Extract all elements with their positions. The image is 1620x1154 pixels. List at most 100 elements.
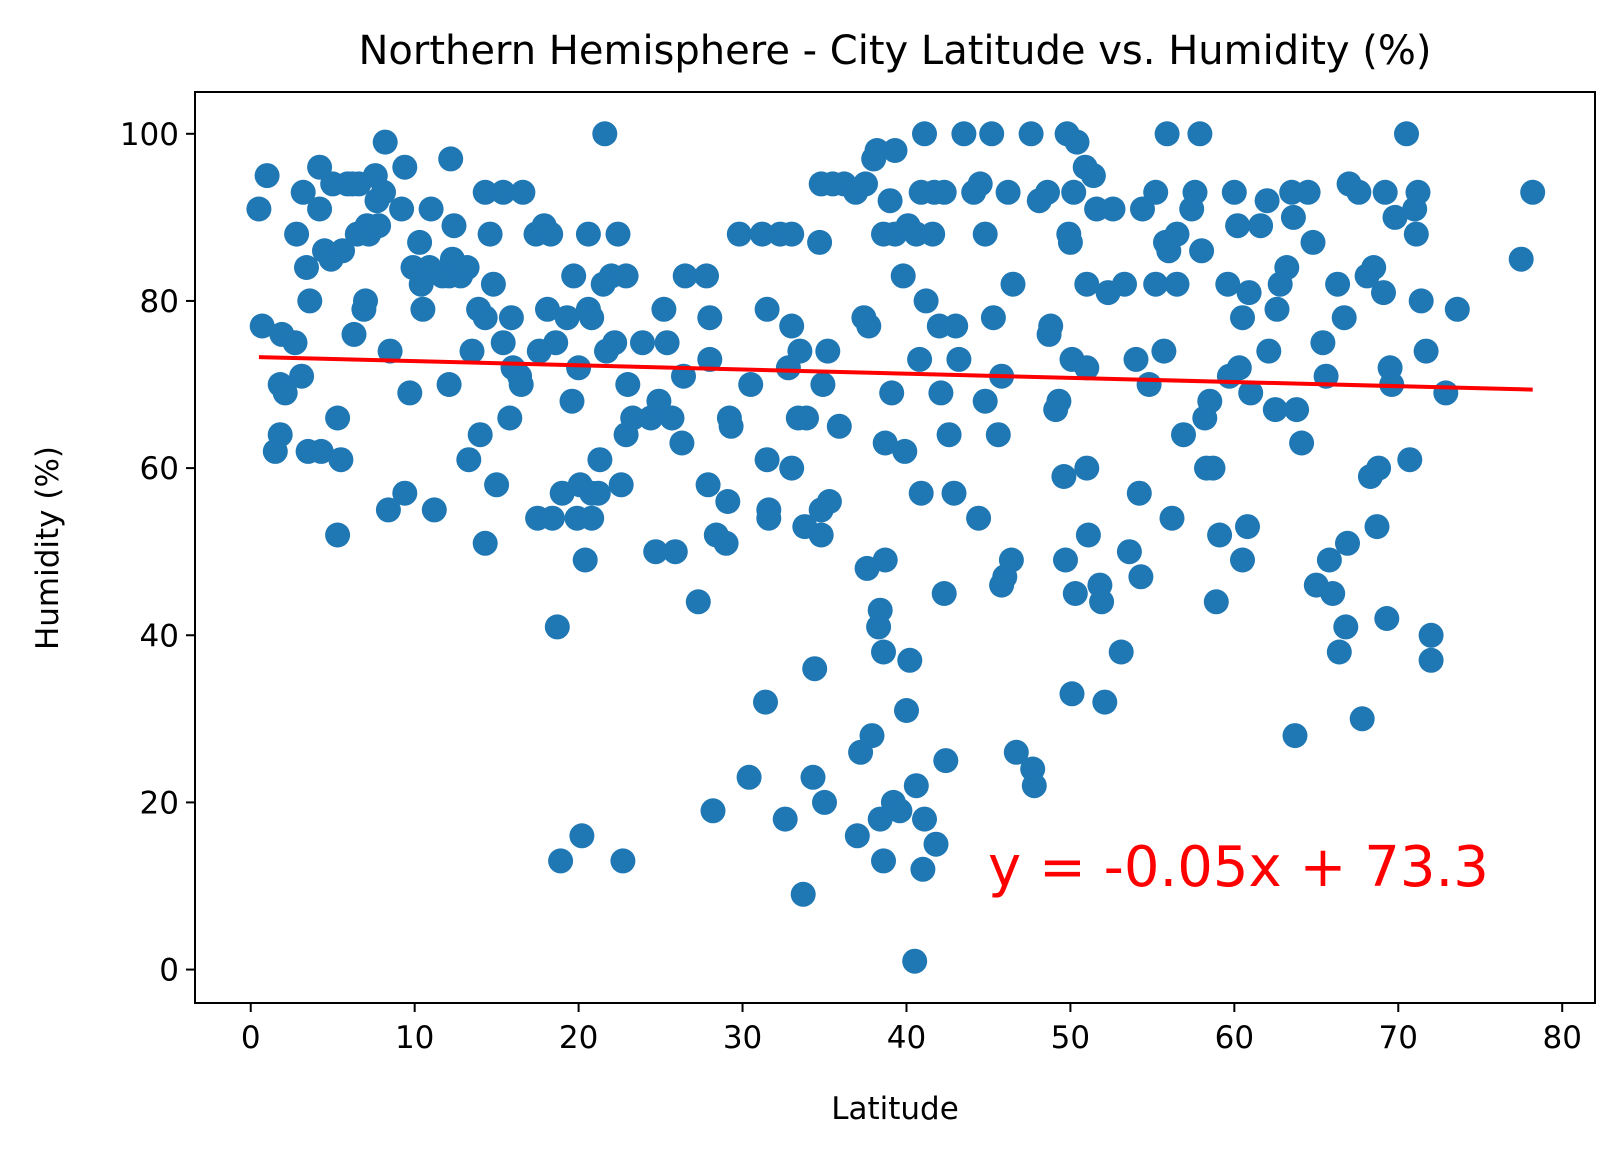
data-point-91 [561,263,587,289]
data-point-215 [931,581,957,606]
data-point-51 [421,497,447,523]
data-point-260 [1074,455,1100,481]
data-point-199 [897,647,923,673]
data-point-242 [1035,179,1060,205]
data-point-195 [890,263,916,289]
data-point-244 [1038,313,1064,339]
data-point-14 [297,288,323,314]
data-point-116 [630,330,655,356]
y-tick-label-20: 20 [140,785,179,821]
data-point-209 [913,288,939,314]
data-point-275 [1130,196,1155,222]
data-point-262 [1080,163,1106,189]
data-point-111 [610,848,636,874]
data-point-317 [1284,397,1310,423]
data-point-284 [1164,271,1190,297]
data-point-127 [685,589,711,615]
data-point-208 [912,806,937,832]
data-point-322 [1310,330,1336,356]
data-point-345 [1394,121,1419,147]
data-point-180 [864,138,890,163]
data-point-55 [438,146,464,172]
data-point-226 [972,388,998,414]
data-point-293 [1197,388,1223,414]
data-point-144 [754,447,780,473]
data-point-212 [923,831,949,857]
data-point-27 [341,321,367,347]
data-point-350 [1408,288,1434,314]
data-point-114 [615,372,641,397]
data-point-69 [484,472,510,498]
data-point-351 [1413,338,1439,364]
y-tick-label-100: 100 [120,117,179,153]
data-point-304 [1235,514,1260,540]
data-point-46 [407,229,433,255]
data-point-73 [498,305,524,331]
data-point-309 [1256,338,1282,364]
data-point-24 [330,238,355,264]
data-point-354 [1433,380,1459,406]
data-point-357 [1520,179,1546,205]
data-point-236 [1000,271,1026,297]
data-point-57 [441,213,467,239]
data-point-319 [1295,179,1321,205]
data-point-141 [749,221,775,247]
data-point-143 [754,296,780,322]
data-point-162 [808,522,834,548]
x-tick-label-80: 80 [1542,1020,1581,1056]
data-point-50 [418,196,444,222]
data-point-48 [410,296,436,322]
data-point-71 [490,330,516,356]
data-point-65 [472,179,498,205]
data-point-338 [1366,455,1392,481]
data-point-128 [694,263,719,289]
data-point-333 [1349,706,1375,732]
data-point-327 [1326,639,1352,665]
data-point-329 [1333,614,1359,640]
data-point-86 [544,614,570,640]
data-point-310 [1262,397,1288,423]
data-point-253 [1059,681,1085,707]
data-point-339 [1371,280,1396,306]
data-point-134 [713,530,739,556]
data-point-105 [592,121,618,147]
data-point-210 [920,221,946,247]
data-point-307 [1248,213,1274,239]
data-point-337 [1364,514,1390,540]
data-point-140 [738,372,764,397]
data-point-207 [912,121,937,147]
data-point-177 [856,313,882,339]
y-tick-label-80: 80 [140,284,179,320]
data-point-290 [1189,238,1215,264]
data-point-93 [566,355,592,381]
data-point-279 [1151,338,1177,364]
data-point-247 [1051,464,1077,489]
data-point-286 [1171,422,1196,448]
data-point-9 [284,221,310,247]
data-point-353 [1418,647,1444,673]
data-point-183 [867,806,893,832]
y-axis-label: Humidity (%) [30,446,66,650]
chart-title: Northern Hemisphere - City Latitude vs. … [359,28,1432,74]
data-point-296 [1207,522,1233,548]
data-point-324 [1316,547,1342,573]
data-point-61 [459,338,485,364]
data-point-240 [1021,773,1047,799]
x-tick-label-10: 10 [395,1020,434,1056]
data-point-246 [1046,388,1072,414]
data-point-344 [1382,204,1408,230]
data-point-90 [559,388,585,414]
data-point-43 [392,154,418,180]
data-point-124 [669,430,695,456]
data-point-197 [894,698,919,723]
data-point-164 [810,372,836,397]
data-point-15 [307,196,333,222]
y-tick-label-40: 40 [140,618,179,654]
data-point-311 [1264,296,1290,322]
data-point-294 [1200,455,1226,481]
data-point-185 [871,848,896,874]
data-point-83 [538,221,564,247]
data-point-118 [643,539,669,565]
data-point-87 [548,848,574,874]
